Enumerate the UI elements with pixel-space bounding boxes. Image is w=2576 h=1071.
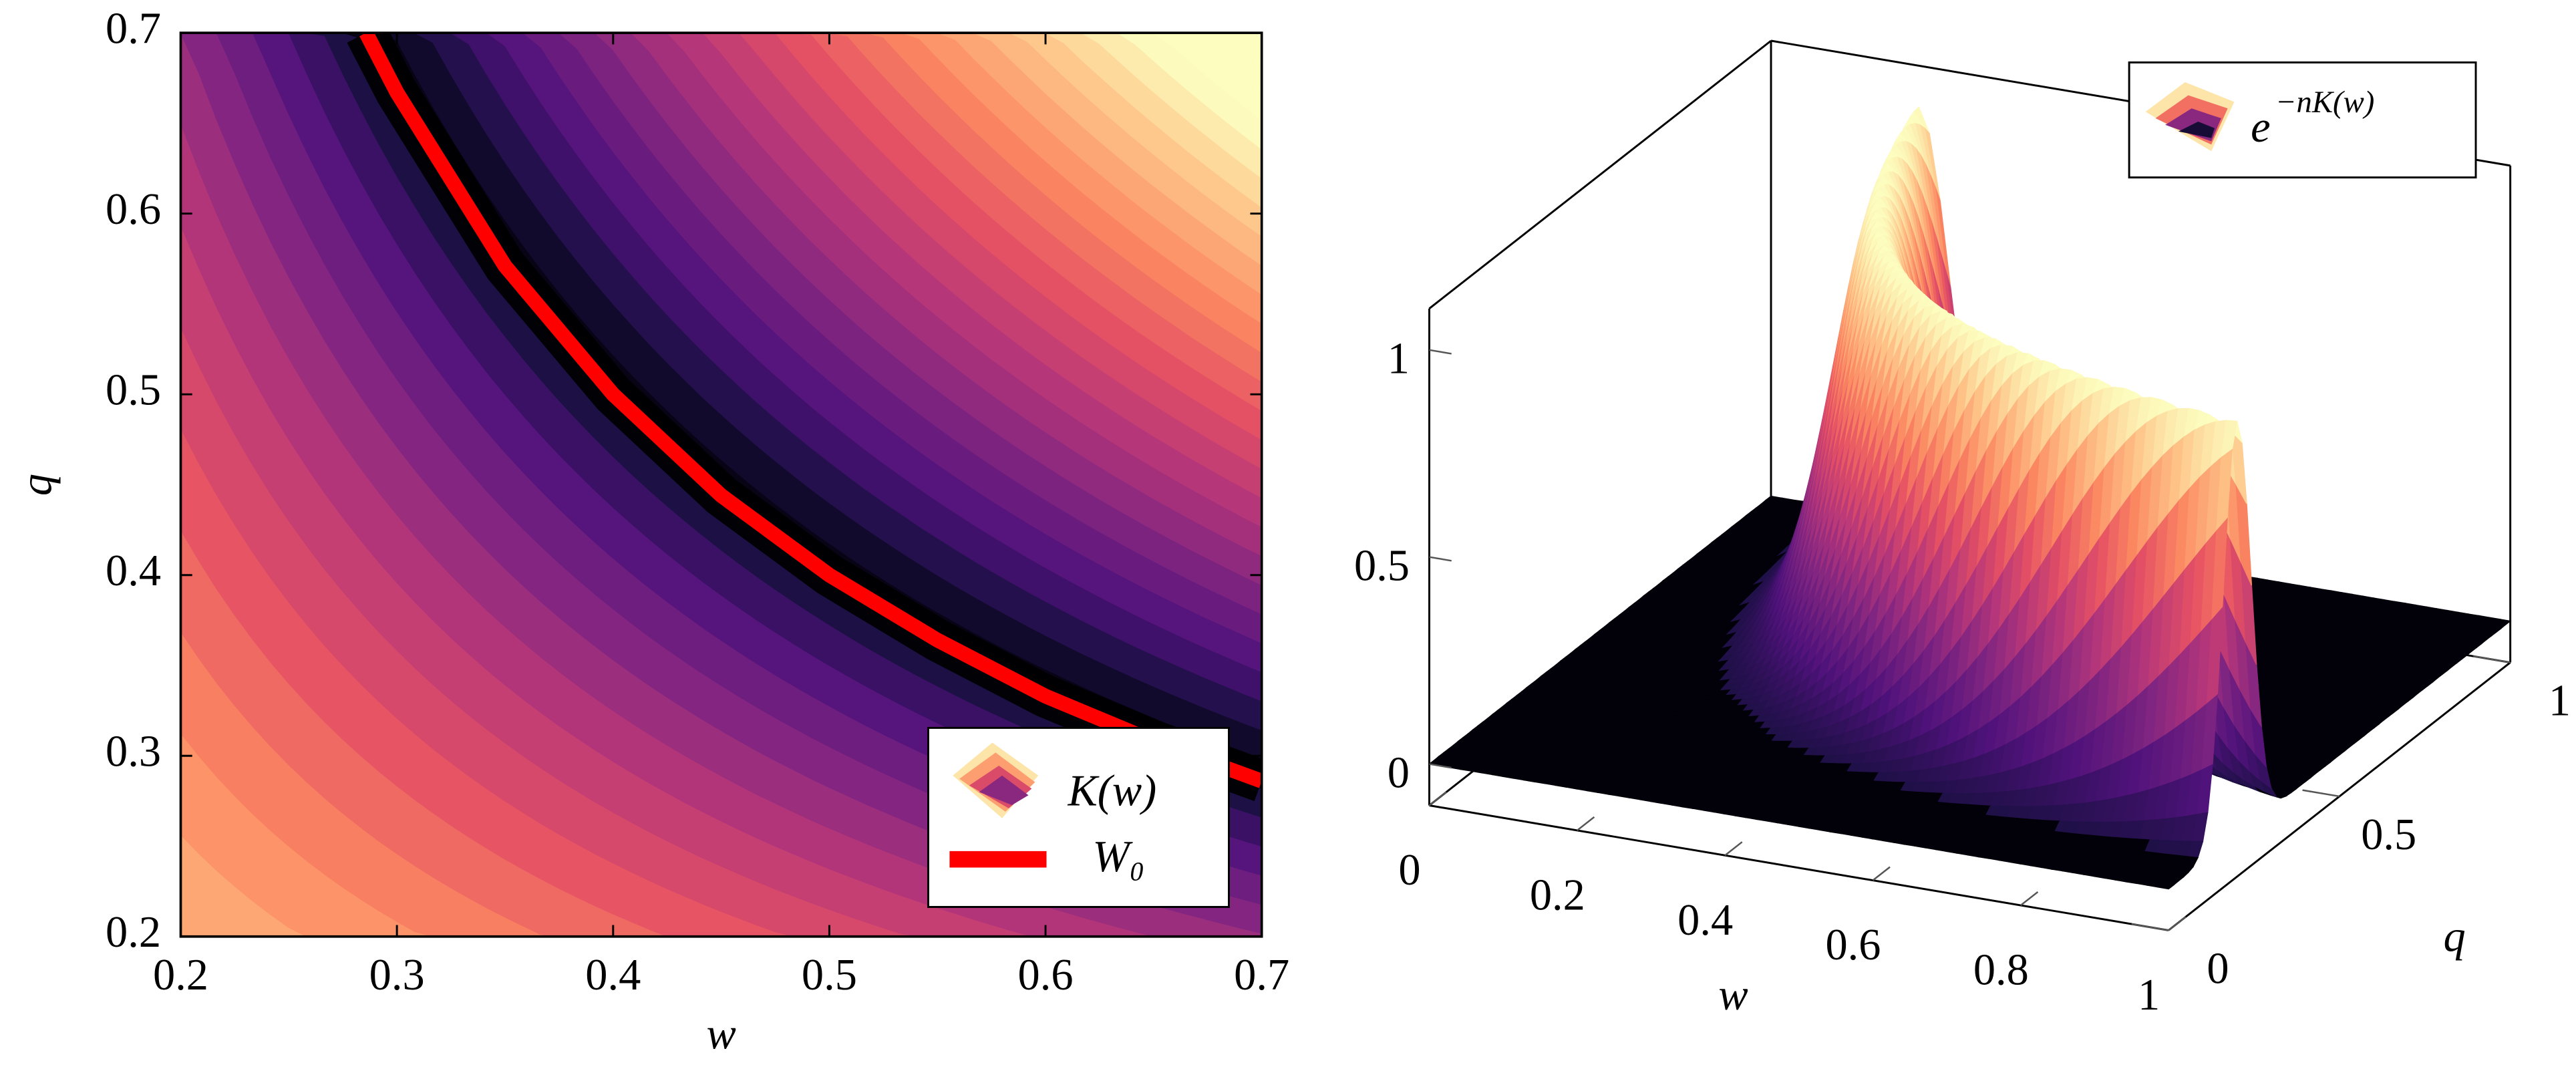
x-axis-label: w bbox=[706, 1010, 736, 1058]
plot-frame bbox=[179, 31, 1263, 938]
y-tick-label: 0.6 bbox=[106, 185, 161, 234]
contour-chart: 0.2 0.3 0.4 0.5 0.6 0.7 0.2 0.3 0.4 0.5 0.6 0.7 w q K(… bbox=[13, 4, 1289, 1058]
contour-band bbox=[180, 33, 1262, 353]
y-axis-label: q bbox=[13, 474, 61, 496]
x-tick-label: 0.7 bbox=[1234, 951, 1289, 1000]
x-tick-label: 0.3 bbox=[369, 951, 425, 1000]
y-tick-label: 0.5 bbox=[106, 365, 161, 414]
x-tick-label: 0.2 bbox=[153, 951, 208, 1000]
x-tick-label: 0.5 bbox=[802, 951, 857, 1000]
line bbox=[359, 33, 1262, 788]
legend: K(w) W₀ bbox=[927, 726, 1230, 908]
y-tick-label: 0.2 bbox=[106, 908, 161, 957]
y-tick-label: 0.4 bbox=[106, 547, 161, 595]
box-edge bbox=[1428, 39, 1772, 309]
contour-band bbox=[180, 33, 1262, 150]
y-tick-label: 0.3 bbox=[106, 727, 161, 776]
x-tick-label: 0.6 bbox=[1018, 951, 1074, 1000]
legend-box bbox=[927, 726, 1230, 908]
x-tick-label: 0.4 bbox=[585, 951, 641, 1000]
contour-band bbox=[180, 33, 1262, 324]
y-tick-label: 0.7 bbox=[106, 4, 161, 53]
canvas: 0.2 0.3 0.4 0.5 0.6 0.7 0.2 0.3 0.4 0.5 0.6 0.7 w q K(… bbox=[13, 4, 2571, 1058]
legend-swatch bbox=[979, 775, 1029, 806]
surface bbox=[1428, 106, 2512, 890]
contour-field bbox=[180, 33, 1262, 937]
legend-label: K(w) bbox=[1067, 766, 1156, 815]
legend-label: W₀ bbox=[1092, 832, 1144, 881]
